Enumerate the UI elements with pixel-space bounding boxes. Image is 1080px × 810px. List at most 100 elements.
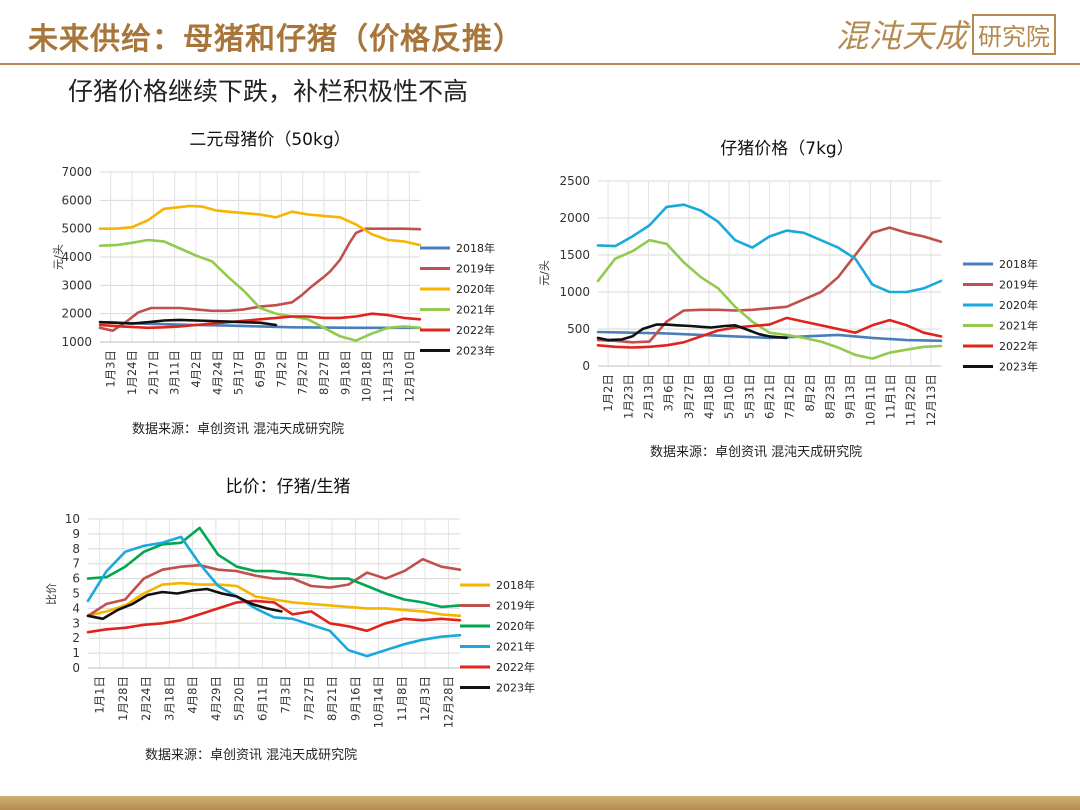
x-tick-label: 7月3日 — [279, 676, 293, 714]
series-line-2022年 — [86, 599, 462, 634]
x-tick-label: 4月29日 — [209, 676, 223, 721]
series-line-2018年 — [86, 581, 462, 618]
x-tick-label: 11月8日 — [395, 676, 409, 721]
x-tick-label: 10月18日 — [360, 350, 374, 402]
x-tick-label: 5月17日 — [232, 350, 246, 395]
brand-logo: 混沌天成 研究院 — [836, 12, 1056, 56]
x-tick-label: 1月24日 — [125, 350, 139, 395]
legend-label: 2022年 — [999, 339, 1038, 353]
chart-sow-price-source: 数据来源：卓创资讯 混沌天成研究院 — [132, 422, 345, 437]
x-tick-label: 6月21日 — [763, 374, 777, 419]
legend-label: 2021年 — [999, 319, 1038, 333]
legend-label: 2018年 — [999, 257, 1038, 271]
y-axis-label: 元/头 — [538, 260, 551, 286]
y-tick-label: 4000 — [61, 250, 92, 264]
brand-name: 混沌天成 — [835, 17, 968, 55]
x-tick-label: 3月11日 — [168, 350, 182, 395]
x-tick-label: 8月23日 — [823, 374, 837, 419]
x-tick-label: 2月13日 — [641, 374, 655, 419]
legend-label: 2020年 — [496, 619, 535, 633]
y-tick-label: 2000 — [559, 211, 590, 225]
y-tick-label: 3 — [72, 616, 80, 630]
x-tick-label: 3月6日 — [662, 374, 676, 412]
series-line-2021年 — [596, 238, 943, 360]
x-tick-label: 4月24日 — [210, 350, 224, 395]
legend-label: 2023年 — [496, 681, 535, 695]
y-tick-label: 8 — [72, 542, 80, 556]
x-tick-label: 1月28日 — [116, 676, 130, 721]
legend-label: 2019年 — [999, 278, 1038, 292]
y-tick-label: 7000 — [61, 165, 92, 179]
y-tick-label: 1000 — [559, 285, 590, 299]
y-tick-label: 0 — [72, 661, 80, 675]
x-tick-label: 12月3日 — [418, 676, 432, 721]
legend-label: 2022年 — [496, 660, 535, 674]
y-tick-label: 2500 — [559, 174, 590, 188]
series-line-2023年 — [98, 318, 278, 327]
legend-label: 2020年 — [456, 282, 495, 296]
x-tick-label: 7月27日 — [302, 676, 316, 721]
x-tick-label: 8月2日 — [803, 374, 817, 412]
x-tick-label: 5月10日 — [722, 374, 736, 419]
x-tick-label: 1月3日 — [104, 350, 118, 388]
header-divider — [0, 63, 1080, 65]
x-tick-label: 11月13日 — [381, 350, 395, 402]
brand-seal: 研究院 — [972, 13, 1056, 55]
y-tick-label: 10 — [65, 512, 80, 526]
x-tick-label: 11月1日 — [884, 374, 898, 419]
legend-label: 2023年 — [456, 344, 495, 358]
y-tick-label: 6000 — [61, 193, 92, 207]
series-line-2020年 — [86, 526, 462, 609]
legend-label: 2018年 — [496, 578, 535, 592]
x-tick-label: 2月24日 — [139, 676, 153, 721]
page-title: 未来供给：母猪和仔猪（价格反推） — [28, 22, 524, 57]
x-tick-label: 2月17日 — [146, 350, 160, 395]
legend-label: 2021年 — [496, 640, 535, 654]
series-line-2019年 — [596, 226, 943, 344]
x-tick-label: 6月9日 — [253, 350, 267, 388]
y-tick-label: 1 — [72, 646, 80, 660]
series-line-2022年 — [98, 312, 422, 330]
y-tick-label: 500 — [567, 322, 590, 336]
x-tick-label: 7月27日 — [296, 350, 310, 395]
series-line-2022年 — [596, 316, 943, 349]
series-line-2018年 — [98, 320, 422, 330]
series-line-2021年 — [86, 535, 462, 658]
x-tick-label: 4月8日 — [186, 676, 200, 714]
x-tick-label: 9月16日 — [348, 676, 362, 721]
y-tick-label: 4 — [72, 601, 80, 615]
legend-label: 2021年 — [456, 303, 495, 317]
page-subtitle: 仔猪价格继续下跌，补栏积极性不高 — [68, 77, 469, 106]
series-line-2020年 — [98, 204, 422, 247]
legend-label: 2019年 — [496, 599, 535, 613]
footer-bar — [0, 796, 1080, 810]
chart-title: 二元母猪价（50kg） — [189, 130, 350, 150]
x-tick-label: 4月2日 — [189, 350, 203, 388]
y-axis-label: 比价 — [45, 583, 58, 605]
x-tick-label: 10月11日 — [863, 374, 877, 426]
legend-label: 2023年 — [999, 360, 1038, 374]
x-tick-label: 9月13日 — [843, 374, 857, 419]
chart-sow-price: 二元母猪价（50kg） 元/头 1000 2000 3000 4000 5000 6000 70… — [52, 130, 495, 402]
series-line-2020年 — [596, 203, 943, 294]
x-tick-label: 7月2日 — [274, 350, 288, 388]
series-line-2019年 — [86, 557, 462, 618]
x-tick-label: 9月18日 — [338, 350, 352, 395]
x-tick-label: 12月13日 — [924, 374, 938, 426]
chart-piglet-price: 仔猪价格（7kg） 元/头 0 500 1000 1500 2000 2500 1月2日 1月23… — [538, 139, 1038, 426]
chart-title: 仔猪价格（7kg） — [720, 139, 853, 159]
y-tick-label: 0 — [582, 359, 590, 373]
legend-label: 2018年 — [456, 241, 495, 255]
y-tick-label: 5000 — [61, 222, 92, 236]
x-tick-label: 5月31日 — [742, 374, 756, 419]
legend-label: 2020年 — [999, 298, 1038, 312]
y-tick-label: 6 — [72, 572, 80, 586]
y-tick-label: 1500 — [559, 248, 590, 262]
chart-piglet-price-source: 数据来源：卓创资讯 混沌天成研究院 — [650, 445, 863, 460]
x-tick-label: 5月20日 — [232, 676, 246, 721]
x-tick-label: 10月14日 — [372, 676, 386, 728]
x-tick-label: 1月1日 — [93, 676, 107, 714]
y-tick-label: 9 — [72, 527, 80, 541]
y-tick-label: 7 — [72, 557, 80, 571]
